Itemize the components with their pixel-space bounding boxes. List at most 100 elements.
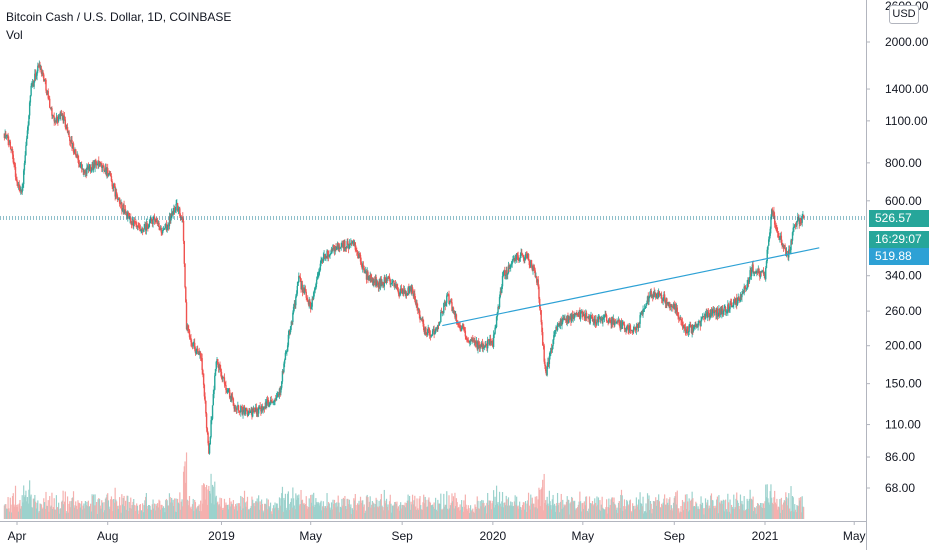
- volume-bar: [401, 504, 403, 519]
- candle-body: [790, 240, 792, 250]
- candle-body: [243, 406, 246, 415]
- candle-body: [434, 328, 437, 333]
- volume-bar: [611, 497, 613, 519]
- volume-bar: [369, 496, 371, 519]
- candle-body: [70, 139, 72, 143]
- volume-label[interactable]: Vol: [6, 28, 23, 42]
- candle-body: [233, 405, 235, 409]
- volume-bar: [113, 502, 116, 519]
- candle-body: [255, 407, 258, 414]
- volume-bar: [16, 507, 18, 519]
- candle-body: [293, 303, 296, 307]
- volume-bar: [411, 494, 414, 519]
- candle-body: [722, 311, 725, 315]
- volume-bar: [382, 510, 385, 519]
- volume-bar: [94, 494, 96, 519]
- candle-body: [494, 327, 496, 334]
- volume-bar: [341, 498, 343, 519]
- candle-body: [621, 322, 623, 329]
- volume-bar: [674, 496, 676, 519]
- volume-bar: [89, 506, 91, 519]
- volume-bar: [539, 506, 542, 519]
- candle-body: [595, 323, 597, 325]
- candle-body: [359, 253, 361, 256]
- volume-bar: [803, 507, 805, 519]
- volume-bar: [263, 503, 266, 519]
- volume-bar: [478, 508, 480, 519]
- volume-bar: [400, 508, 403, 519]
- candle-body: [481, 343, 483, 347]
- volume-bar: [342, 497, 345, 519]
- trendline: [442, 247, 820, 327]
- candle-body: [366, 271, 368, 280]
- volume-bar: [46, 505, 48, 519]
- volume-bar: [53, 498, 55, 519]
- candle-body: [541, 332, 544, 346]
- candle-body: [478, 342, 480, 346]
- candle-body: [226, 390, 229, 393]
- candle-body: [257, 409, 259, 414]
- candle-body: [600, 318, 603, 320]
- volume-bar: [403, 505, 405, 519]
- volume-bar: [472, 508, 474, 519]
- candle-body: [579, 312, 582, 320]
- volume-bar: [42, 507, 44, 519]
- candle-body: [39, 64, 41, 70]
- candle-body: [460, 329, 462, 331]
- volume-bar: [600, 510, 602, 519]
- volume-bar: [591, 500, 594, 519]
- candle-body: [637, 323, 640, 328]
- volume-bar: [185, 482, 187, 519]
- candle-body: [142, 229, 145, 231]
- candle-body: [304, 288, 307, 292]
- candle-body: [695, 324, 697, 327]
- volume-bar: [124, 506, 126, 519]
- candle-body: [434, 332, 436, 335]
- currency-button[interactable]: USD: [889, 5, 919, 24]
- volume-bar: [24, 495, 26, 519]
- volume-bar: [23, 497, 26, 519]
- volume-bar: [170, 502, 172, 519]
- candle-body: [625, 327, 627, 331]
- candle-body: [537, 279, 539, 287]
- candle-body: [124, 209, 126, 213]
- candle-body: [795, 224, 797, 226]
- candle-body: [636, 325, 638, 327]
- candle-body: [234, 406, 237, 409]
- candle-body: [771, 209, 774, 215]
- candle-body: [425, 328, 427, 335]
- candle-body: [11, 149, 13, 150]
- candle-body: [29, 95, 32, 103]
- candle-body: [147, 225, 149, 229]
- candle-body: [396, 288, 399, 291]
- volume-bar: [567, 499, 569, 519]
- volume-bar: [500, 506, 502, 519]
- volume-bar: [548, 505, 550, 519]
- last-price-label: 526.57: [869, 210, 929, 228]
- volume-bar: [281, 486, 284, 519]
- candle-body: [136, 224, 138, 228]
- candle-body: [599, 316, 601, 320]
- volume-bar: [432, 504, 434, 519]
- volume-bar: [92, 494, 95, 519]
- volume-bar: [105, 497, 107, 519]
- volume-bar: [717, 513, 719, 519]
- candle-body: [84, 170, 87, 173]
- symbol-title[interactable]: Bitcoin Cash / U.S. Dollar, 1D, COINBASE: [6, 10, 232, 24]
- candle-body: [4, 133, 6, 138]
- volume-bar: [130, 497, 132, 519]
- volume-bar: [429, 501, 431, 519]
- volume-bar: [364, 512, 366, 519]
- candle-body: [562, 318, 564, 323]
- volume-bar: [759, 506, 761, 519]
- candle-body: [140, 229, 142, 232]
- volume-bar: [423, 503, 426, 519]
- candle-body: [747, 279, 750, 283]
- volume-bar: [519, 501, 521, 519]
- candle-body: [63, 116, 66, 120]
- volume-bar: [85, 505, 87, 519]
- candle-body: [701, 316, 704, 319]
- volume-bar: [276, 503, 278, 519]
